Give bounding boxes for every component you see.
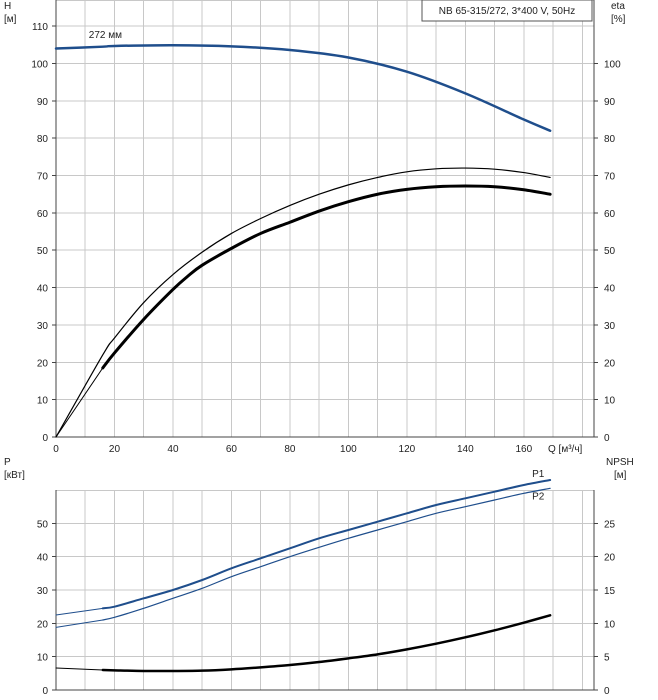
left-y-tick-label: 20 [37,358,49,369]
series-label-p1: P1 [532,469,545,480]
bottom-series-line-2 [102,487,551,621]
right-y-tick-label: 15 [604,586,616,597]
model-title-box [421,0,593,22]
bottom-right-axis-label: NPSH [м] [606,457,634,481]
right-y-tick-label: 100 [604,59,621,70]
right-y-tick-label: 20 [604,358,616,369]
top-series-line-3 [101,184,552,370]
bottom-series-line-1 [55,607,104,616]
x-tick-label: 160 [515,444,532,455]
bottom-chart-series [55,479,552,673]
x-tick-label: 0 [53,444,59,455]
bottom-chart-grid [55,490,595,691]
bottom-series-line-5 [55,667,104,671]
impeller-diameter-label: 272 мм [89,30,122,41]
top-chart-series [54,43,552,438]
left-y-tick-label: 0 [42,686,48,697]
x-tick-label: 60 [226,444,238,455]
left-y-tick-label: 70 [37,172,49,183]
right-y-tick-label: 10 [604,619,616,630]
left-y-tick-label: 100 [31,59,48,70]
series-label-p2: P2 [532,491,545,502]
right-y-tick-label: 0 [604,433,610,444]
x-tick-label: 20 [109,444,121,455]
x-tick-label: 140 [457,444,474,455]
right-y-tick-label: 40 [604,284,616,295]
left-y-tick-label: 10 [37,653,49,664]
bottom-chart-ticks: 0 10 20 30 40 50 0 5 10 15 20 25 [37,519,616,697]
right-y-tick-label: 20 [604,553,616,564]
left-y-tick-label: 20 [37,619,49,630]
left-y-tick-label: 30 [37,586,49,597]
bottom-left-axis-label: P [кВт] [4,457,25,481]
right-y-tick-label: 10 [604,396,616,407]
left-y-tick-label: 50 [37,519,49,530]
top-series-line-0 [54,43,552,132]
left-y-tick-label: 40 [37,553,49,564]
top-chart-ticks: 0 10 20 30 40 50 60 70 80 90 100 110 0 10 20 30 40 50 60 70… [31,22,621,455]
chart-annotations: 272 мм P1 P2 [89,30,545,502]
x-axis-label: Q [м³/ч] [548,444,583,455]
right-y-tick-label: 80 [604,134,616,145]
right-y-tick-label: 5 [604,653,610,664]
x-tick-label: 100 [340,444,357,455]
top-chart-grid [55,0,595,438]
top-series-line-4 [55,367,104,438]
right-y-tick-label: 30 [604,321,616,332]
left-y-tick-label: 30 [37,321,49,332]
left-y-tick-label: 10 [37,396,49,407]
left-y-tick-label: 40 [37,284,49,295]
right-y-tick-label: 70 [604,172,616,183]
bottom-series-line-3 [55,619,104,628]
model-title: NB 65-315/272, 3*400 V, 50Hz [439,6,575,17]
x-tick-label: 120 [399,444,416,455]
left-y-tick-label: 60 [37,209,49,220]
bottom-series-line-0 [101,479,552,610]
bottom-series-line-4 [101,614,552,673]
right-y-tick-label: 50 [604,246,616,257]
left-y-tick-label: 0 [42,433,48,444]
right-y-tick-label: 25 [604,519,616,530]
x-tick-label: 80 [284,444,296,455]
top-left-axis-label: H [м] [4,1,17,25]
right-y-tick-label: 90 [604,97,616,108]
right-y-tick-label: 60 [604,209,616,220]
x-tick-label: 40 [167,444,179,455]
top-series-line-1 [55,46,104,50]
top-series-line-2 [55,167,551,438]
left-y-tick-label: 50 [37,246,49,257]
left-y-tick-label: 80 [37,134,49,145]
left-y-tick-label: 110 [32,22,48,33]
left-y-tick-label: 90 [37,97,49,108]
top-right-axis-label: eta [%] [611,1,626,25]
right-y-tick-label: 0 [604,686,610,697]
